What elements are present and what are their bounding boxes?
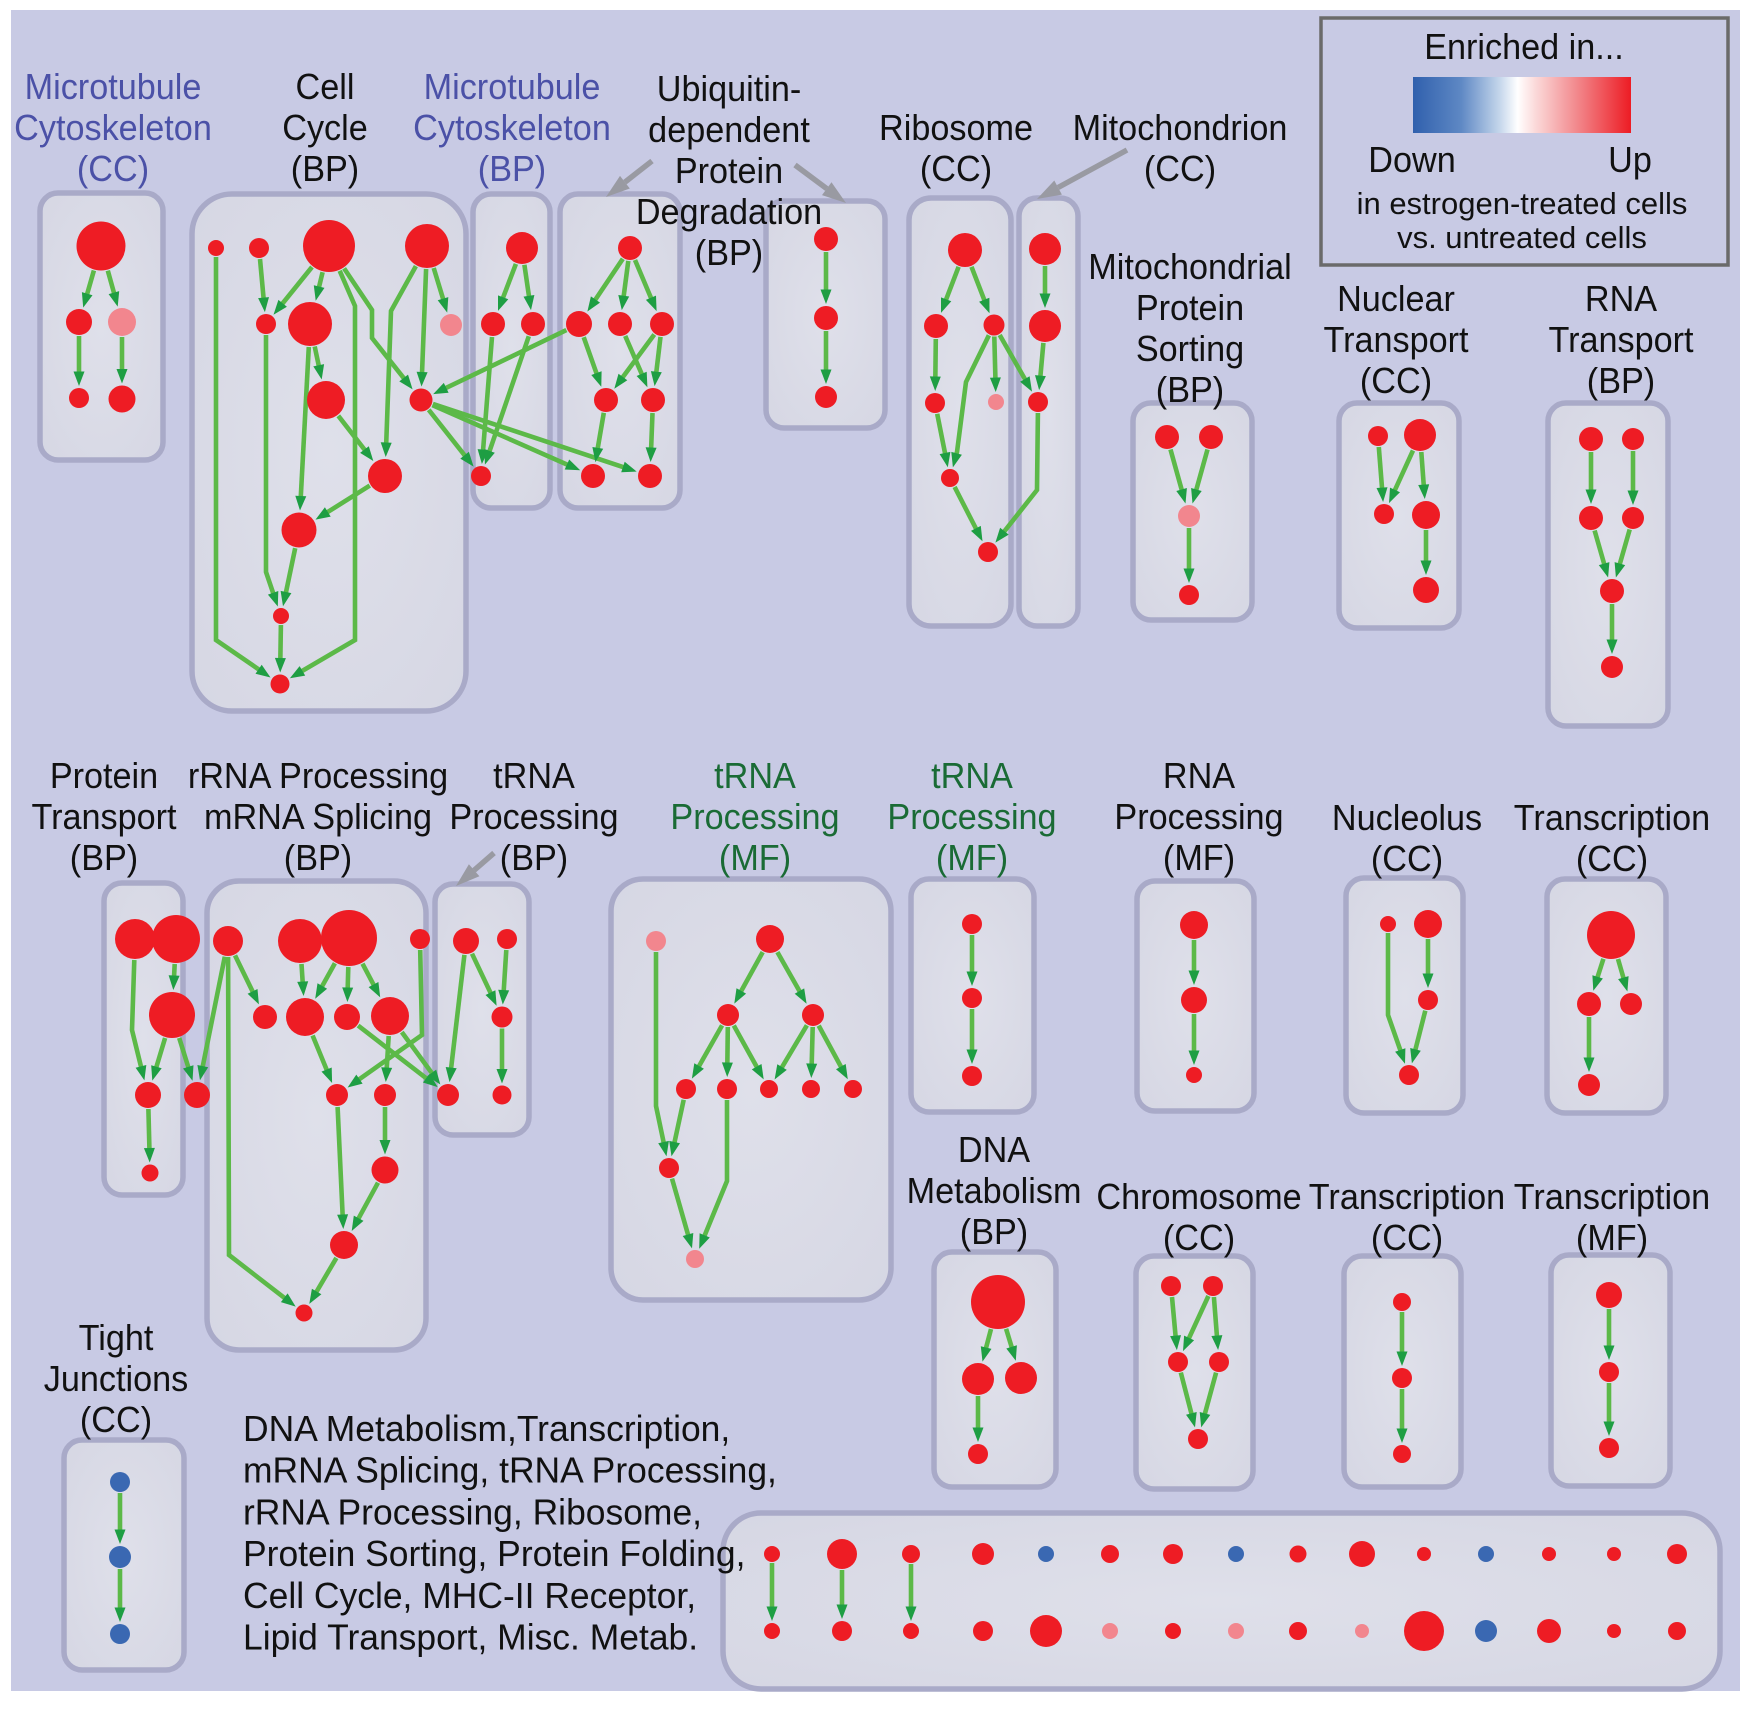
svg-text:mRNA Splicing: mRNA Splicing	[204, 797, 432, 837]
svg-text:(BP): (BP)	[1587, 361, 1655, 401]
svg-text:Protein: Protein	[1136, 288, 1244, 328]
svg-text:Transcription: Transcription	[1309, 1177, 1505, 1217]
svg-text:(CC): (CC)	[1371, 839, 1443, 879]
svg-text:Cytoskeleton: Cytoskeleton	[413, 108, 611, 148]
svg-text:Transcription: Transcription	[1514, 798, 1710, 838]
svg-text:Ribosome: Ribosome	[879, 108, 1033, 148]
svg-text:Transport: Transport	[1323, 320, 1468, 360]
svg-text:(CC): (CC)	[80, 1400, 152, 1440]
svg-text:Chromosome: Chromosome	[1096, 1177, 1301, 1217]
svg-text:Transport: Transport	[1548, 320, 1693, 360]
svg-text:(BP): (BP)	[291, 149, 359, 189]
svg-text:in estrogen-treated cells: in estrogen-treated cells	[1357, 186, 1688, 221]
svg-text:(CC): (CC)	[1360, 361, 1432, 401]
svg-text:Cell Cycle, MHC-II Receptor,: Cell Cycle, MHC-II Receptor,	[243, 1576, 696, 1616]
svg-text:Processing: Processing	[1114, 797, 1283, 837]
svg-text:(CC): (CC)	[920, 149, 992, 189]
svg-text:Protein: Protein	[50, 756, 158, 796]
svg-text:RNA: RNA	[1163, 756, 1236, 796]
svg-text:Processing: Processing	[449, 797, 618, 837]
svg-text:Cytoskeleton: Cytoskeleton	[14, 108, 212, 148]
svg-text:Enriched in...: Enriched in...	[1424, 27, 1624, 67]
svg-text:rRNA Processing: rRNA Processing	[188, 756, 448, 796]
svg-text:(BP): (BP)	[284, 838, 352, 878]
svg-text:(MF): (MF)	[1163, 838, 1235, 878]
svg-text:tRNA: tRNA	[493, 756, 575, 796]
svg-text:(CC): (CC)	[1576, 839, 1648, 879]
svg-text:RNA: RNA	[1585, 279, 1658, 319]
svg-text:Mitochondrion: Mitochondrion	[1073, 108, 1288, 148]
svg-text:Nucleolus: Nucleolus	[1332, 798, 1482, 838]
svg-text:Tight: Tight	[79, 1318, 154, 1358]
svg-text:DNA: DNA	[958, 1130, 1031, 1170]
svg-text:Mitochondrial: Mitochondrial	[1088, 247, 1291, 287]
svg-text:Down: Down	[1368, 140, 1455, 180]
svg-text:(BP): (BP)	[1156, 370, 1224, 410]
svg-text:Microtubule: Microtubule	[424, 67, 601, 107]
svg-text:tRNA: tRNA	[931, 756, 1013, 796]
svg-text:(BP): (BP)	[960, 1212, 1028, 1252]
svg-text:Ubiquitin-: Ubiquitin-	[657, 69, 801, 109]
svg-text:Metabolism: Metabolism	[907, 1171, 1082, 1211]
svg-text:rRNA Processing, Ribosome,: rRNA Processing, Ribosome,	[243, 1492, 702, 1532]
svg-text:Cell: Cell	[296, 67, 355, 107]
svg-text:dependent: dependent	[648, 110, 810, 150]
svg-text:Transcription: Transcription	[1514, 1177, 1710, 1217]
svg-text:(BP): (BP)	[500, 838, 568, 878]
svg-text:Up: Up	[1608, 140, 1652, 180]
svg-text:(CC): (CC)	[1371, 1218, 1443, 1258]
svg-text:Transport: Transport	[31, 797, 176, 837]
svg-text:(CC): (CC)	[1144, 149, 1216, 189]
svg-text:vs. untreated cells: vs. untreated cells	[1397, 220, 1647, 255]
svg-text:(MF): (MF)	[936, 838, 1008, 878]
svg-text:Cycle: Cycle	[282, 108, 368, 148]
svg-text:Protein Sorting, Protein Foldi: Protein Sorting, Protein Folding,	[243, 1534, 745, 1574]
svg-text:Protein: Protein	[675, 151, 783, 191]
svg-text:(CC): (CC)	[1163, 1218, 1235, 1258]
svg-text:tRNA: tRNA	[714, 756, 796, 796]
svg-text:Junctions: Junctions	[44, 1359, 188, 1399]
svg-text:mRNA Splicing, tRNA Processing: mRNA Splicing, tRNA Processing,	[243, 1450, 777, 1490]
svg-text:(BP): (BP)	[478, 149, 546, 189]
svg-text:Nuclear: Nuclear	[1337, 279, 1455, 319]
svg-text:DNA Metabolism,Transcription,: DNA Metabolism,Transcription,	[243, 1409, 730, 1449]
svg-text:Microtubule: Microtubule	[25, 67, 202, 107]
svg-text:Processing: Processing	[887, 797, 1056, 837]
svg-text:Sorting: Sorting	[1136, 329, 1244, 369]
svg-text:(BP): (BP)	[695, 233, 763, 273]
svg-text:(MF): (MF)	[1576, 1218, 1648, 1258]
svg-text:Processing: Processing	[670, 797, 839, 837]
svg-text:(BP): (BP)	[70, 838, 138, 878]
svg-text:Lipid Transport, Misc. Metab.: Lipid Transport, Misc. Metab.	[243, 1617, 698, 1657]
svg-text:Degradation: Degradation	[636, 192, 822, 232]
svg-text:(MF): (MF)	[719, 838, 791, 878]
svg-text:(CC): (CC)	[77, 149, 149, 189]
